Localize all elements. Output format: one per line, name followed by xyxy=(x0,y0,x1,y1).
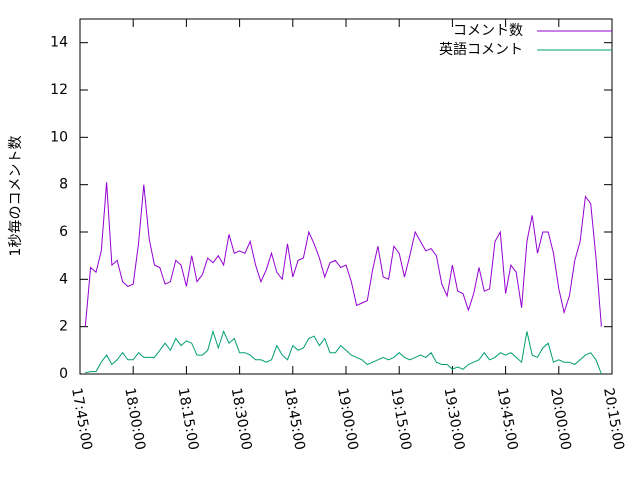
y-tick-label: 10 xyxy=(50,129,68,145)
series-line xyxy=(85,329,602,375)
x-tick-label: 20:00:00 xyxy=(547,387,574,452)
y-axis-label: 1秒毎のコメント数 xyxy=(8,136,24,257)
x-tick-label: 20:15:00 xyxy=(600,387,627,452)
x-tick-label: 17:45:00 xyxy=(68,387,95,452)
x-tick-label: 18:00:00 xyxy=(121,387,148,452)
x-tick-label: 18:30:00 xyxy=(228,387,255,452)
x-tick-label: 19:30:00 xyxy=(441,387,468,452)
legend-label: コメント数 xyxy=(453,23,523,39)
plot-frame xyxy=(79,18,613,375)
y-tick-label: 0 xyxy=(59,366,68,382)
y-tick-label: 14 xyxy=(50,35,68,51)
series-line xyxy=(84,182,602,327)
y-tick-label: 8 xyxy=(59,177,68,193)
x-tick-label: 19:00:00 xyxy=(334,387,361,452)
x-tick-label: 19:45:00 xyxy=(494,387,521,452)
y-tick-label: 12 xyxy=(50,82,68,98)
legend-label: 英語コメント xyxy=(439,41,523,58)
y-tick-label: 2 xyxy=(59,319,68,335)
x-tick-label: 18:15:00 xyxy=(175,387,202,452)
y-tick-label: 4 xyxy=(59,271,68,287)
x-tick-label: 18:45:00 xyxy=(281,387,308,452)
x-tick-label: 19:15:00 xyxy=(387,387,414,452)
y-tick-label: 6 xyxy=(59,224,68,240)
